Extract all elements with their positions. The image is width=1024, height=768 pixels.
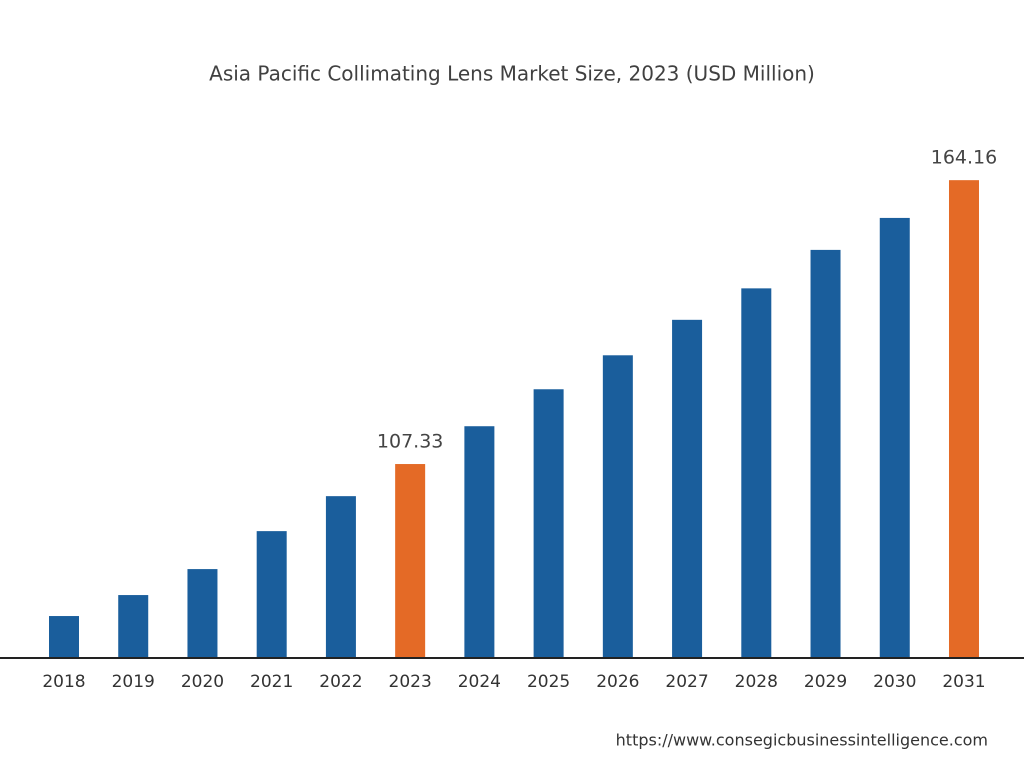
- x-tick-label: 2029: [804, 672, 847, 692]
- x-tick-label: 2030: [873, 672, 916, 692]
- x-tick-label: 2022: [319, 672, 362, 692]
- bar: [741, 288, 772, 658]
- bar: [948, 180, 979, 658]
- bar: [602, 355, 633, 658]
- bar: [464, 426, 495, 658]
- bar: [49, 616, 79, 658]
- bar: [256, 531, 287, 658]
- bar: [672, 319, 703, 658]
- bar: [810, 249, 841, 658]
- source-url[interactable]: https://www.consegicbusinessintelligence…: [616, 731, 988, 750]
- x-tick-label: 2024: [458, 672, 501, 692]
- x-tick-label: 2018: [42, 672, 85, 692]
- value-label: 107.33: [377, 431, 443, 453]
- x-tick-label: 2027: [665, 672, 708, 692]
- x-tick-label: 2021: [250, 672, 293, 692]
- x-tick-label: 2028: [735, 672, 778, 692]
- x-tick-label: 2031: [942, 672, 985, 692]
- bar: [187, 569, 218, 658]
- bar: [533, 389, 564, 658]
- x-tick-label: 2020: [181, 672, 224, 692]
- x-tick-label: 2025: [527, 672, 570, 692]
- bar: [325, 496, 356, 658]
- bar: [879, 217, 910, 658]
- chart-title: Asia Pacific Collimating Lens Market Siz…: [209, 62, 815, 86]
- x-tick-label: 2026: [596, 672, 639, 692]
- value-label: 164.16: [931, 147, 997, 169]
- bar: [118, 595, 149, 658]
- bar: [395, 464, 426, 658]
- x-tick-label: 2023: [389, 672, 432, 692]
- x-tick-label: 2019: [112, 672, 155, 692]
